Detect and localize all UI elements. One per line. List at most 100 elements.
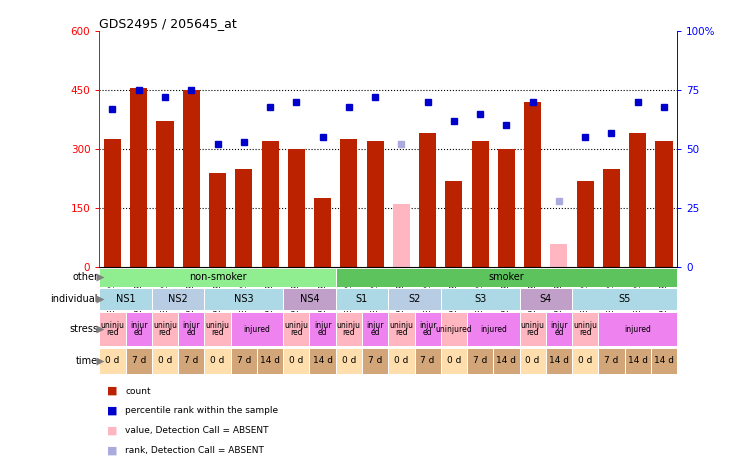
Text: S2: S2 bbox=[408, 294, 421, 304]
Bar bbox=[126, 312, 152, 346]
Bar bbox=[367, 141, 383, 267]
Text: 0 d: 0 d bbox=[158, 356, 172, 365]
Bar bbox=[656, 141, 673, 267]
Text: time: time bbox=[76, 356, 98, 366]
Bar bbox=[441, 312, 467, 346]
Text: NS3: NS3 bbox=[234, 294, 254, 304]
Text: injured: injured bbox=[624, 325, 651, 334]
Bar bbox=[205, 348, 230, 374]
Text: NS1: NS1 bbox=[116, 294, 135, 304]
Bar bbox=[493, 348, 520, 374]
Bar bbox=[389, 312, 414, 346]
Bar bbox=[314, 199, 331, 267]
Text: S5: S5 bbox=[618, 294, 631, 304]
Bar bbox=[178, 348, 205, 374]
Text: percentile rank within the sample: percentile rank within the sample bbox=[125, 407, 278, 415]
Bar bbox=[126, 348, 152, 374]
Bar bbox=[183, 90, 199, 267]
Bar bbox=[230, 348, 257, 374]
Text: non-smoker: non-smoker bbox=[188, 273, 247, 283]
Text: ■: ■ bbox=[107, 386, 117, 396]
Text: injur
ed: injur ed bbox=[130, 320, 147, 337]
Text: uninjured: uninjured bbox=[436, 325, 473, 334]
Bar bbox=[288, 149, 305, 267]
Text: injur
ed: injur ed bbox=[419, 320, 436, 337]
Bar bbox=[467, 348, 493, 374]
Bar bbox=[598, 312, 677, 346]
Bar bbox=[336, 348, 362, 374]
Bar bbox=[336, 312, 362, 346]
Text: rank, Detection Call = ABSENT: rank, Detection Call = ABSENT bbox=[125, 447, 264, 455]
Bar bbox=[551, 244, 567, 267]
Bar bbox=[99, 312, 126, 346]
Bar bbox=[99, 288, 152, 310]
Text: 0 d: 0 d bbox=[394, 356, 408, 365]
Text: uninju
red: uninju red bbox=[101, 320, 124, 337]
Text: ■: ■ bbox=[107, 446, 117, 456]
Text: count: count bbox=[125, 387, 151, 395]
Bar bbox=[178, 312, 205, 346]
Text: 14 d: 14 d bbox=[549, 356, 569, 365]
Text: value, Detection Call = ABSENT: value, Detection Call = ABSENT bbox=[125, 427, 269, 435]
Bar bbox=[603, 169, 620, 267]
Text: uninju
red: uninju red bbox=[337, 320, 361, 337]
Bar bbox=[340, 139, 358, 267]
Text: 14 d: 14 d bbox=[654, 356, 674, 365]
Bar bbox=[99, 348, 126, 374]
Text: S4: S4 bbox=[539, 294, 552, 304]
Text: ■: ■ bbox=[107, 406, 117, 416]
Bar bbox=[520, 348, 546, 374]
Text: uninju
red: uninju red bbox=[520, 320, 545, 337]
Bar bbox=[362, 348, 389, 374]
Bar bbox=[209, 173, 226, 267]
Bar bbox=[629, 133, 646, 267]
Bar bbox=[130, 88, 147, 267]
Bar bbox=[393, 204, 410, 267]
Bar bbox=[257, 348, 283, 374]
Text: uninju
red: uninju red bbox=[284, 320, 308, 337]
Text: 7 d: 7 d bbox=[473, 356, 487, 365]
Bar bbox=[104, 139, 121, 267]
Text: individual: individual bbox=[51, 294, 98, 304]
Text: smoker: smoker bbox=[489, 273, 524, 283]
Text: NS4: NS4 bbox=[300, 294, 319, 304]
Text: 7 d: 7 d bbox=[184, 356, 199, 365]
Bar bbox=[441, 348, 467, 374]
Bar bbox=[520, 312, 546, 346]
Text: injur
ed: injur ed bbox=[367, 320, 384, 337]
Bar bbox=[283, 288, 336, 310]
Text: injured: injured bbox=[244, 325, 270, 334]
Text: S1: S1 bbox=[355, 294, 368, 304]
Text: 0 d: 0 d bbox=[105, 356, 120, 365]
Text: 7 d: 7 d bbox=[132, 356, 146, 365]
Bar bbox=[520, 288, 572, 310]
Bar bbox=[577, 181, 594, 267]
Bar bbox=[362, 312, 389, 346]
Text: uninju
red: uninju red bbox=[153, 320, 177, 337]
Bar bbox=[441, 288, 520, 310]
Text: 0 d: 0 d bbox=[210, 356, 224, 365]
Text: GDS2495 / 205645_at: GDS2495 / 205645_at bbox=[99, 17, 237, 30]
Text: 7 d: 7 d bbox=[604, 356, 619, 365]
Bar bbox=[598, 348, 625, 374]
Text: other: other bbox=[72, 273, 98, 283]
Text: S3: S3 bbox=[474, 294, 486, 304]
Bar bbox=[572, 312, 598, 346]
Text: injur
ed: injur ed bbox=[551, 320, 567, 337]
Text: 7 d: 7 d bbox=[236, 356, 251, 365]
Bar bbox=[336, 288, 389, 310]
Text: 0 d: 0 d bbox=[447, 356, 461, 365]
Bar bbox=[467, 312, 520, 346]
Text: 14 d: 14 d bbox=[496, 356, 517, 365]
Text: ■: ■ bbox=[107, 426, 117, 436]
Text: uninju
red: uninju red bbox=[389, 320, 414, 337]
Bar bbox=[472, 141, 489, 267]
Bar bbox=[309, 312, 336, 346]
Bar bbox=[261, 141, 279, 267]
Bar bbox=[283, 312, 309, 346]
Bar bbox=[230, 312, 283, 346]
Bar bbox=[152, 288, 205, 310]
Bar bbox=[498, 149, 515, 267]
Bar bbox=[152, 312, 178, 346]
Text: 0 d: 0 d bbox=[342, 356, 356, 365]
